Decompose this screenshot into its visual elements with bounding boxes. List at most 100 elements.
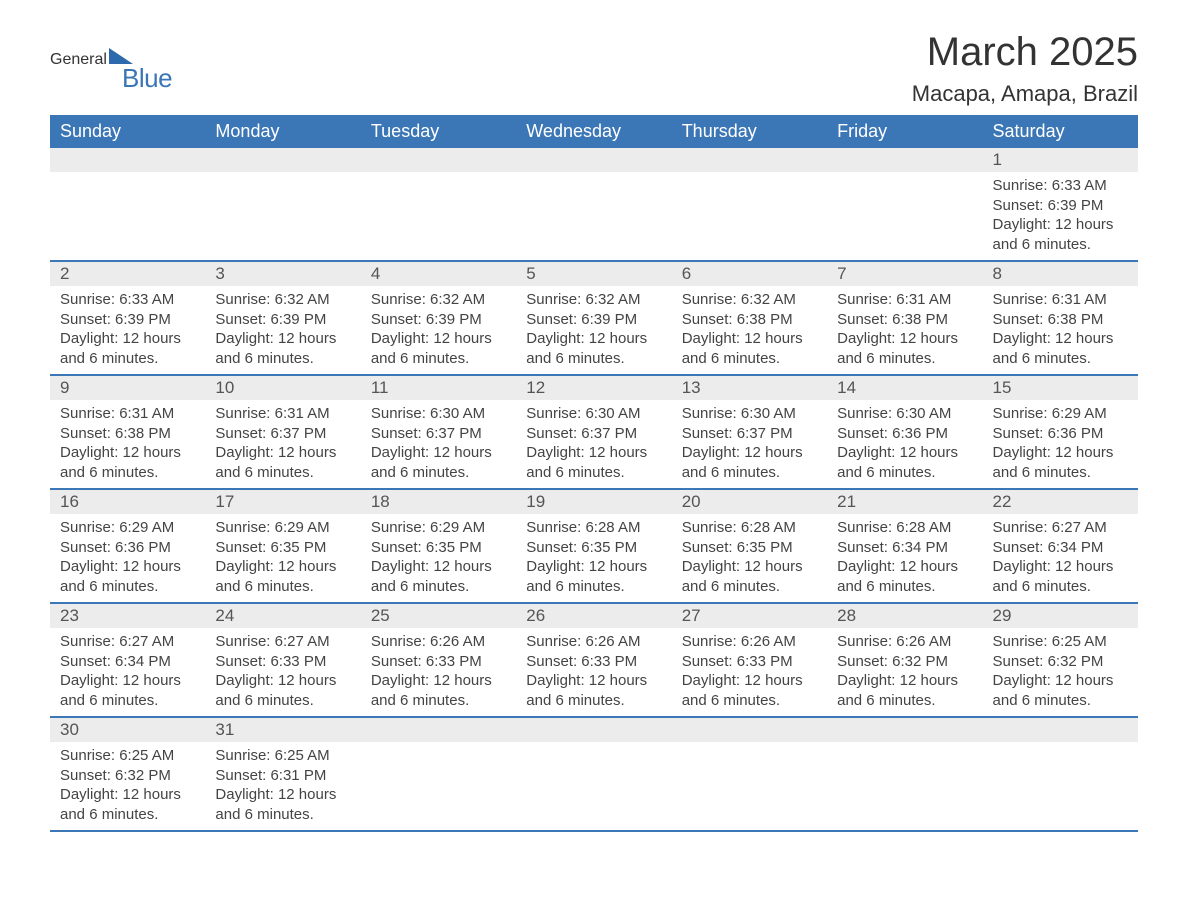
sunset-text: Sunset: 6:31 PM <box>215 766 350 786</box>
day-detail: Sunrise: 6:32 AMSunset: 6:38 PMDaylight:… <box>672 286 827 374</box>
sunset-text: Sunset: 6:39 PM <box>526 310 661 330</box>
daylight-text: Daylight: 12 hours and 6 minutes. <box>993 671 1128 710</box>
calendar-week: 2345678Sunrise: 6:33 AMSunset: 6:39 PMDa… <box>50 262 1138 376</box>
logo-word2: Blue <box>122 63 172 94</box>
day-detail: Sunrise: 6:27 AMSunset: 6:34 PMDaylight:… <box>50 628 205 716</box>
day-detail: Sunrise: 6:32 AMSunset: 6:39 PMDaylight:… <box>205 286 360 374</box>
day-detail: Sunrise: 6:25 AMSunset: 6:32 PMDaylight:… <box>50 742 205 830</box>
daynum-row: 23242526272829 <box>50 604 1138 628</box>
day-number: 2 <box>50 262 205 286</box>
day-number <box>672 718 827 742</box>
day-number: 31 <box>205 718 360 742</box>
sunset-text: Sunset: 6:39 PM <box>371 310 506 330</box>
day-detail: Sunrise: 6:30 AMSunset: 6:36 PMDaylight:… <box>827 400 982 488</box>
day-number <box>361 148 516 172</box>
daylight-text: Daylight: 12 hours and 6 minutes. <box>215 443 350 482</box>
day-detail <box>827 172 982 260</box>
daylight-text: Daylight: 12 hours and 6 minutes. <box>837 671 972 710</box>
day-detail: Sunrise: 6:31 AMSunset: 6:38 PMDaylight:… <box>827 286 982 374</box>
sunset-text: Sunset: 6:33 PM <box>215 652 350 672</box>
sunset-text: Sunset: 6:38 PM <box>682 310 817 330</box>
detail-row: Sunrise: 6:33 AMSunset: 6:39 PMDaylight:… <box>50 172 1138 260</box>
daylight-text: Daylight: 12 hours and 6 minutes. <box>371 329 506 368</box>
day-detail: Sunrise: 6:32 AMSunset: 6:39 PMDaylight:… <box>361 286 516 374</box>
day-detail: Sunrise: 6:29 AMSunset: 6:36 PMDaylight:… <box>50 514 205 602</box>
day-detail <box>827 742 982 830</box>
sunset-text: Sunset: 6:32 PM <box>60 766 195 786</box>
day-detail <box>361 172 516 260</box>
sunset-text: Sunset: 6:34 PM <box>837 538 972 558</box>
sunset-text: Sunset: 6:37 PM <box>682 424 817 444</box>
day-number <box>827 148 982 172</box>
daylight-text: Daylight: 12 hours and 6 minutes. <box>60 557 195 596</box>
sunrise-text: Sunrise: 6:25 AM <box>60 746 195 766</box>
sunrise-text: Sunrise: 6:25 AM <box>993 632 1128 652</box>
sunrise-text: Sunrise: 6:29 AM <box>215 518 350 538</box>
day-number: 28 <box>827 604 982 628</box>
day-detail: Sunrise: 6:26 AMSunset: 6:33 PMDaylight:… <box>672 628 827 716</box>
day-number <box>50 148 205 172</box>
daylight-text: Daylight: 12 hours and 6 minutes. <box>60 443 195 482</box>
day-detail <box>205 172 360 260</box>
sunrise-text: Sunrise: 6:28 AM <box>837 518 972 538</box>
sunrise-text: Sunrise: 6:26 AM <box>682 632 817 652</box>
sunset-text: Sunset: 6:35 PM <box>526 538 661 558</box>
daynum-row: 2345678 <box>50 262 1138 286</box>
day-header-cell: Thursday <box>672 115 827 148</box>
sunrise-text: Sunrise: 6:26 AM <box>526 632 661 652</box>
sunset-text: Sunset: 6:36 PM <box>837 424 972 444</box>
location-subtitle: Macapa, Amapa, Brazil <box>912 81 1138 107</box>
calendar-body: 1Sunrise: 6:33 AMSunset: 6:39 PMDaylight… <box>50 148 1138 832</box>
sunrise-text: Sunrise: 6:31 AM <box>837 290 972 310</box>
sunset-text: Sunset: 6:36 PM <box>993 424 1128 444</box>
calendar-day-header-row: SundayMondayTuesdayWednesdayThursdayFrid… <box>50 115 1138 148</box>
daylight-text: Daylight: 12 hours and 6 minutes. <box>60 785 195 824</box>
day-detail: Sunrise: 6:31 AMSunset: 6:38 PMDaylight:… <box>983 286 1138 374</box>
calendar-week: 3031Sunrise: 6:25 AMSunset: 6:32 PMDayli… <box>50 718 1138 832</box>
day-detail: Sunrise: 6:29 AMSunset: 6:35 PMDaylight:… <box>361 514 516 602</box>
daylight-text: Daylight: 12 hours and 6 minutes. <box>526 329 661 368</box>
day-number <box>827 718 982 742</box>
daylight-text: Daylight: 12 hours and 6 minutes. <box>993 329 1128 368</box>
calendar: SundayMondayTuesdayWednesdayThursdayFrid… <box>50 115 1138 832</box>
day-detail: Sunrise: 6:28 AMSunset: 6:35 PMDaylight:… <box>516 514 671 602</box>
sunrise-text: Sunrise: 6:27 AM <box>60 632 195 652</box>
sunset-text: Sunset: 6:37 PM <box>526 424 661 444</box>
sunrise-text: Sunrise: 6:26 AM <box>837 632 972 652</box>
daylight-text: Daylight: 12 hours and 6 minutes. <box>682 671 817 710</box>
day-number: 23 <box>50 604 205 628</box>
sunrise-text: Sunrise: 6:30 AM <box>837 404 972 424</box>
day-detail: Sunrise: 6:31 AMSunset: 6:38 PMDaylight:… <box>50 400 205 488</box>
day-number: 25 <box>361 604 516 628</box>
day-detail: Sunrise: 6:32 AMSunset: 6:39 PMDaylight:… <box>516 286 671 374</box>
day-detail <box>50 172 205 260</box>
daylight-text: Daylight: 12 hours and 6 minutes. <box>215 557 350 596</box>
daylight-text: Daylight: 12 hours and 6 minutes. <box>371 671 506 710</box>
day-number: 24 <box>205 604 360 628</box>
day-detail: Sunrise: 6:27 AMSunset: 6:34 PMDaylight:… <box>983 514 1138 602</box>
day-number: 6 <box>672 262 827 286</box>
daylight-text: Daylight: 12 hours and 6 minutes. <box>993 557 1128 596</box>
sunset-text: Sunset: 6:35 PM <box>682 538 817 558</box>
day-number: 9 <box>50 376 205 400</box>
detail-row: Sunrise: 6:29 AMSunset: 6:36 PMDaylight:… <box>50 514 1138 602</box>
logo-triangle-icon <box>109 48 133 64</box>
sunrise-text: Sunrise: 6:30 AM <box>682 404 817 424</box>
calendar-week: 23242526272829Sunrise: 6:27 AMSunset: 6:… <box>50 604 1138 718</box>
daylight-text: Daylight: 12 hours and 6 minutes. <box>526 443 661 482</box>
day-number: 13 <box>672 376 827 400</box>
day-number: 19 <box>516 490 671 514</box>
sunset-text: Sunset: 6:39 PM <box>215 310 350 330</box>
day-detail: Sunrise: 6:25 AMSunset: 6:31 PMDaylight:… <box>205 742 360 830</box>
day-number: 20 <box>672 490 827 514</box>
daylight-text: Daylight: 12 hours and 6 minutes. <box>371 443 506 482</box>
sunrise-text: Sunrise: 6:32 AM <box>371 290 506 310</box>
sunrise-text: Sunrise: 6:32 AM <box>526 290 661 310</box>
day-detail: Sunrise: 6:28 AMSunset: 6:35 PMDaylight:… <box>672 514 827 602</box>
day-number: 27 <box>672 604 827 628</box>
sunrise-text: Sunrise: 6:31 AM <box>993 290 1128 310</box>
daylight-text: Daylight: 12 hours and 6 minutes. <box>682 329 817 368</box>
day-number <box>361 718 516 742</box>
daynum-row: 16171819202122 <box>50 490 1138 514</box>
daylight-text: Daylight: 12 hours and 6 minutes. <box>215 671 350 710</box>
